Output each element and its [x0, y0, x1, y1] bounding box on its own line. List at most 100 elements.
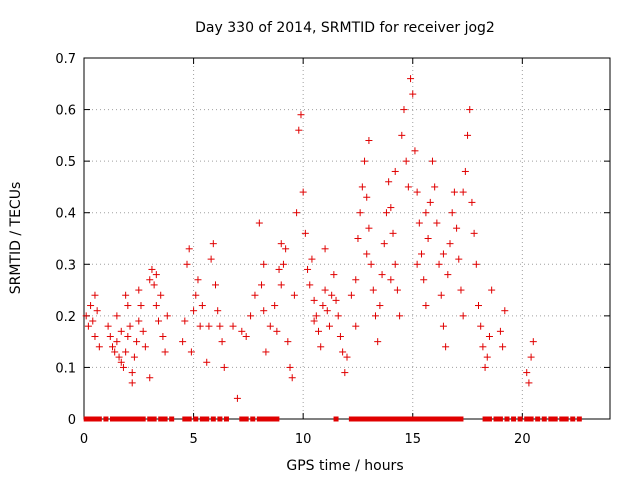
- zero-marker: [445, 416, 451, 422]
- data-point: [260, 307, 268, 315]
- zero-marker: [274, 416, 280, 422]
- zero-marker: [517, 416, 523, 422]
- zero-marker: [127, 416, 133, 422]
- data-point: [363, 250, 371, 258]
- data-point: [277, 281, 285, 289]
- data-point: [135, 286, 143, 294]
- data-point: [334, 312, 342, 320]
- data-point: [187, 348, 195, 356]
- data-point: [308, 255, 316, 263]
- data-point: [262, 348, 270, 356]
- data-point: [380, 240, 388, 248]
- data-point: [409, 90, 417, 98]
- data-point: [343, 353, 351, 361]
- data-point: [146, 374, 154, 382]
- data-point: [483, 353, 491, 361]
- data-point: [306, 281, 314, 289]
- data-point: [418, 250, 426, 258]
- zero-marker: [401, 416, 407, 422]
- data-point: [301, 229, 309, 237]
- data-point: [365, 137, 373, 145]
- data-point: [415, 219, 423, 227]
- data-point: [347, 291, 355, 299]
- zero-marker: [449, 416, 455, 422]
- data-point: [321, 286, 329, 294]
- zero-marker: [261, 416, 267, 422]
- data-point: [260, 260, 268, 268]
- data-point: [233, 394, 241, 402]
- data-point: [198, 302, 206, 310]
- data-point: [297, 111, 305, 119]
- data-point: [389, 229, 397, 237]
- plot-frame: [83, 57, 611, 420]
- data-point: [117, 327, 125, 335]
- zero-marker: [136, 416, 142, 422]
- zero-marker: [131, 416, 137, 422]
- data-point: [290, 291, 298, 299]
- data-point: [251, 291, 259, 299]
- data-point: [529, 338, 537, 346]
- data-point: [111, 348, 119, 356]
- data-point: [376, 302, 384, 310]
- zero-marker: [109, 416, 115, 422]
- data-point: [266, 322, 274, 330]
- data-point: [91, 332, 99, 340]
- zero-marker: [92, 416, 98, 422]
- zero-marker: [541, 416, 547, 422]
- data-point: [139, 327, 147, 335]
- data-point: [466, 106, 474, 114]
- data-point: [229, 322, 237, 330]
- data-point: [422, 209, 430, 217]
- zero-marker: [193, 416, 199, 422]
- data-point: [426, 198, 434, 206]
- zero-marker: [379, 416, 385, 422]
- zero-marker: [436, 416, 442, 422]
- data-point: [319, 302, 327, 310]
- data-point: [378, 271, 386, 279]
- data-point: [218, 338, 226, 346]
- chart-title: Day 330 of 2014, SRMTID for receiver jog…: [195, 20, 495, 36]
- data-point: [330, 271, 338, 279]
- zero-marker: [370, 416, 376, 422]
- zero-marker: [151, 416, 157, 422]
- data-point: [365, 224, 373, 232]
- data-point: [437, 291, 445, 299]
- data-point: [439, 322, 447, 330]
- data-point: [247, 312, 255, 320]
- zero-marker: [362, 416, 368, 422]
- data-point: [122, 291, 130, 299]
- zero-marker: [158, 416, 164, 422]
- data-point: [310, 296, 318, 304]
- zero-marker: [118, 416, 124, 422]
- y-tick-label: 0.1: [55, 361, 76, 376]
- data-point: [382, 209, 390, 217]
- data-point: [161, 348, 169, 356]
- zero-marker: [217, 416, 223, 422]
- zero-marker: [576, 416, 582, 422]
- data-point: [374, 338, 382, 346]
- data-point: [461, 167, 469, 175]
- data-point: [470, 229, 478, 237]
- data-point: [84, 322, 92, 330]
- zero-marker: [524, 416, 530, 422]
- data-point: [124, 302, 132, 310]
- data-point: [185, 245, 193, 253]
- data-point: [113, 312, 121, 320]
- data-point: [464, 131, 472, 139]
- zero-marker: [353, 416, 359, 422]
- data-point: [152, 271, 160, 279]
- data-point: [192, 291, 200, 299]
- zero-marker: [169, 416, 175, 422]
- data-point: [258, 281, 266, 289]
- data-point: [459, 188, 467, 196]
- zero-marker: [239, 416, 245, 422]
- data-point: [212, 281, 219, 289]
- zero-marker: [357, 416, 363, 422]
- data-point: [203, 358, 211, 366]
- data-point: [367, 260, 375, 268]
- zero-marker: [114, 416, 120, 422]
- zero-marker: [96, 416, 102, 422]
- data-point: [442, 343, 450, 351]
- zero-marker: [397, 416, 403, 422]
- data-point: [148, 265, 156, 273]
